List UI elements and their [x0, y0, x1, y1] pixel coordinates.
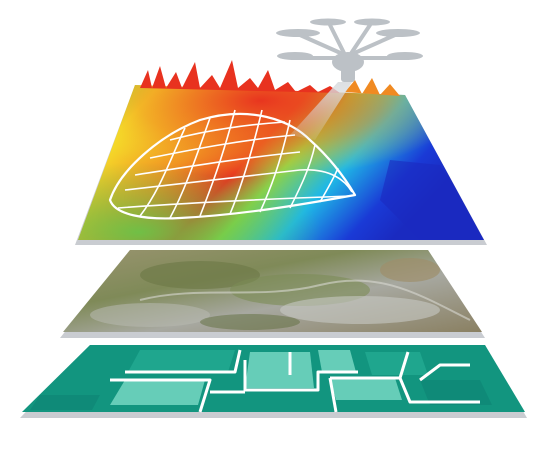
terrain-patch	[200, 314, 300, 330]
elevation-layer	[75, 60, 487, 245]
terrain-patch	[380, 258, 440, 282]
drone-body	[332, 52, 364, 72]
rotor	[387, 52, 423, 60]
rotor	[310, 18, 346, 26]
parcel-polygon	[128, 350, 235, 372]
parcels-layer	[20, 345, 527, 418]
rotor	[376, 29, 420, 37]
parcel-polygon	[110, 380, 205, 405]
terrain-river	[139, 279, 471, 321]
wireframe-mesh	[108, 109, 357, 220]
terrain-patch	[140, 261, 260, 289]
scan-beam	[290, 82, 352, 140]
rotor	[276, 29, 320, 37]
elevation-spikes	[345, 78, 400, 96]
parcel-polygon	[420, 380, 492, 405]
elevation-deep	[380, 160, 484, 240]
parcel-polygon	[330, 378, 402, 400]
drone-camera	[341, 68, 355, 82]
parcel-polygon	[318, 350, 356, 372]
parcel-polygon	[365, 352, 428, 375]
terrain-patch	[280, 296, 440, 324]
parcel-polygon	[30, 395, 100, 410]
drone-icon	[276, 18, 423, 82]
parcel-polygon	[245, 352, 314, 388]
terrain-patch	[90, 303, 210, 327]
elevation-spikes	[140, 60, 340, 93]
rotor	[277, 52, 313, 60]
rotor	[354, 18, 390, 26]
parcel-boundaries	[110, 349, 480, 413]
imagery-layer	[60, 250, 485, 338]
